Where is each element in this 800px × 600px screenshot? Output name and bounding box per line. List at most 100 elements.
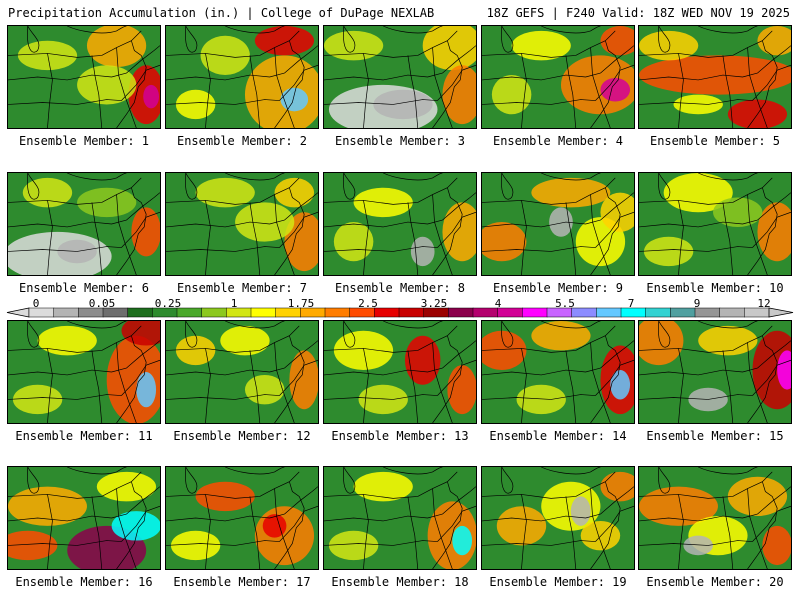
- state-boundary-line: [437, 64, 476, 101]
- scale-swatch: [250, 307, 277, 318]
- state-boundary-line: [121, 359, 160, 396]
- state-boundary-line: [722, 496, 734, 569]
- scale-swatch: [448, 307, 474, 318]
- state-boundary-line: [116, 488, 137, 569]
- state-boundary-line: [407, 202, 419, 275]
- precip-contour: [200, 35, 250, 76]
- precip-contour: [333, 330, 394, 371]
- state-boundary-line: [432, 187, 463, 275]
- scale-arrow-right: [768, 307, 794, 318]
- state-boundary-line: [639, 394, 753, 400]
- ensemble-map-panel: [323, 25, 477, 129]
- state-boundary-line: [91, 202, 103, 275]
- state-boundary-line: [67, 321, 127, 329]
- state-boundary-line: [521, 494, 527, 569]
- state-boundary-line: [185, 321, 198, 348]
- precip-contour: [777, 350, 791, 390]
- state-boundary-line: [757, 45, 791, 74]
- state-boundary-line: [482, 72, 601, 81]
- state-boundary-line: [752, 359, 791, 396]
- ensemble-map-panel: [165, 172, 319, 276]
- state-boundary-line: [274, 488, 295, 569]
- scale-tick-label: 5.5: [555, 297, 575, 310]
- state-boundary-line: [590, 488, 611, 569]
- state-boundary-line: [722, 202, 734, 275]
- state-boundary-line: [166, 219, 285, 228]
- precip-contour: [280, 87, 309, 112]
- precip-contour: [639, 55, 791, 95]
- scale-swatch: [645, 307, 671, 318]
- precipitation-map: [166, 26, 318, 128]
- state-boundary-line: [501, 26, 514, 53]
- scale-swatch: [719, 307, 745, 318]
- state-boundary-line: [116, 481, 147, 569]
- precip-contour: [683, 535, 714, 556]
- scale-swatch: [596, 307, 622, 318]
- state-boundary-line: [590, 335, 621, 423]
- state-boundary-line: [249, 496, 261, 569]
- state-boundary-line: [521, 200, 527, 275]
- ensemble-member-label: Ensemble Member: 18: [331, 575, 469, 589]
- ensemble-member-label: Ensemble Member: 7: [176, 281, 308, 295]
- state-boundary-line: [590, 187, 621, 275]
- state-boundary-line: [590, 342, 611, 423]
- precip-contour: [289, 350, 318, 410]
- ensemble-member-label: Ensemble Member: 4: [492, 134, 624, 148]
- ensemble-member-label: Ensemble Member: 13: [331, 429, 469, 443]
- state-boundary-line: [383, 467, 443, 475]
- ensemble-map-panel: [323, 466, 477, 570]
- state-boundary-line: [678, 494, 684, 569]
- state-boundary-line: [752, 505, 791, 542]
- precipitation-map: [8, 173, 160, 275]
- state-boundary-line: [565, 350, 577, 423]
- state-boundary-line: [91, 55, 103, 128]
- state-boundary-line: [565, 202, 577, 275]
- state-boundary-line: [324, 394, 438, 400]
- precip-contour: [175, 335, 216, 366]
- state-boundary-line: [27, 321, 40, 348]
- state-boundary-line: [407, 496, 419, 569]
- state-boundary-line: [600, 192, 634, 221]
- precip-contour: [96, 471, 157, 502]
- precip-contour: [673, 94, 723, 115]
- precip-contour: [136, 372, 157, 408]
- state-boundary-line: [432, 47, 453, 128]
- state-boundary-line: [722, 55, 734, 128]
- state-boundary-line: [752, 64, 791, 101]
- state-boundary-line: [363, 494, 369, 569]
- state-boundary-line: [166, 72, 285, 81]
- state-boundary-line: [639, 99, 753, 105]
- precip-contour: [639, 321, 684, 366]
- precip-contour: [531, 177, 611, 208]
- state-boundary-line: [8, 513, 127, 522]
- state-boundary-line: [274, 40, 305, 128]
- state-boundary-line: [698, 173, 758, 181]
- precip-contour: [643, 236, 694, 267]
- precipitation-map: [8, 467, 160, 569]
- state-boundary-line: [67, 467, 127, 475]
- state-boundary-line: [698, 26, 758, 34]
- state-boundary-line: [343, 26, 356, 53]
- state-boundary-line: [249, 202, 261, 275]
- scale-swatch: [201, 307, 227, 318]
- state-boundary-line: [166, 177, 300, 205]
- ensemble-member-label: Ensemble Member: 5: [649, 134, 781, 148]
- precip-contour: [8, 486, 87, 526]
- state-boundary-line: [27, 173, 40, 200]
- header-run-info: 18Z GEFS | F240 Valid: 18Z WED NOV 19 20…: [486, 6, 790, 20]
- state-boundary-line: [116, 335, 147, 423]
- state-boundary-line: [383, 26, 443, 34]
- precip-contour: [353, 471, 413, 502]
- ensemble-member-label: Ensemble Member: 16: [15, 575, 153, 589]
- scale-tick-label: 4: [494, 297, 502, 310]
- precip-contour: [358, 384, 408, 415]
- state-boundary-line: [279, 211, 318, 248]
- precip-contour: [254, 506, 315, 566]
- state-boundary-line: [658, 467, 671, 494]
- state-boundary-line: [658, 321, 671, 348]
- precip-contour: [170, 530, 221, 561]
- state-boundary-line: [383, 321, 443, 329]
- precipitation-map: [166, 173, 318, 275]
- precip-contour: [143, 84, 160, 109]
- ensemble-member-label: Ensemble Member: 17: [173, 575, 311, 589]
